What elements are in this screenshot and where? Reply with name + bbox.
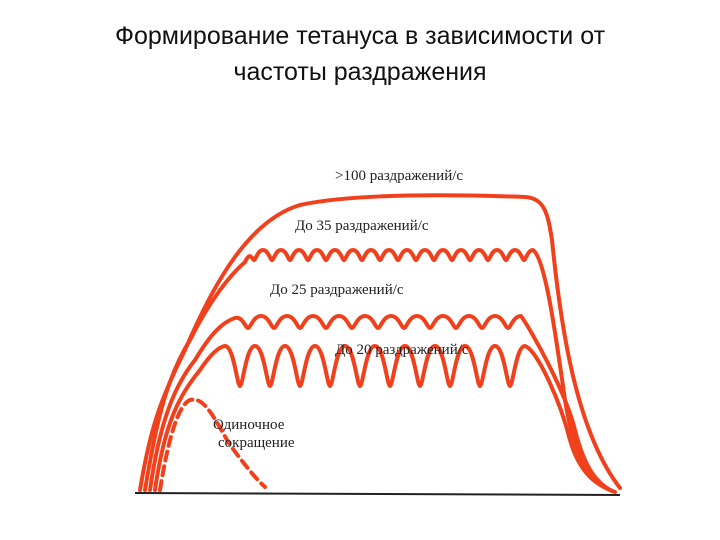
curve-label: >100 раздражений/с: [335, 168, 463, 184]
tetanus-curve: [148, 314, 614, 493]
baseline: [134, 492, 621, 496]
tetanus-curve: [143, 248, 612, 492]
single-twitch: [158, 397, 267, 492]
title-line: Формирование тетануса в зависимости от: [115, 22, 606, 50]
title-line: частоты раздражения: [233, 58, 486, 86]
curve-label: До 20 раздражений/с: [335, 342, 469, 358]
single-label: Одиночное: [213, 417, 285, 433]
tetanus-curve: [153, 344, 617, 494]
single-label: сокращение: [218, 435, 295, 451]
curve-label: До 35 раздражений/с: [295, 218, 429, 234]
curve-label: До 25 раздражений/с: [270, 282, 404, 298]
